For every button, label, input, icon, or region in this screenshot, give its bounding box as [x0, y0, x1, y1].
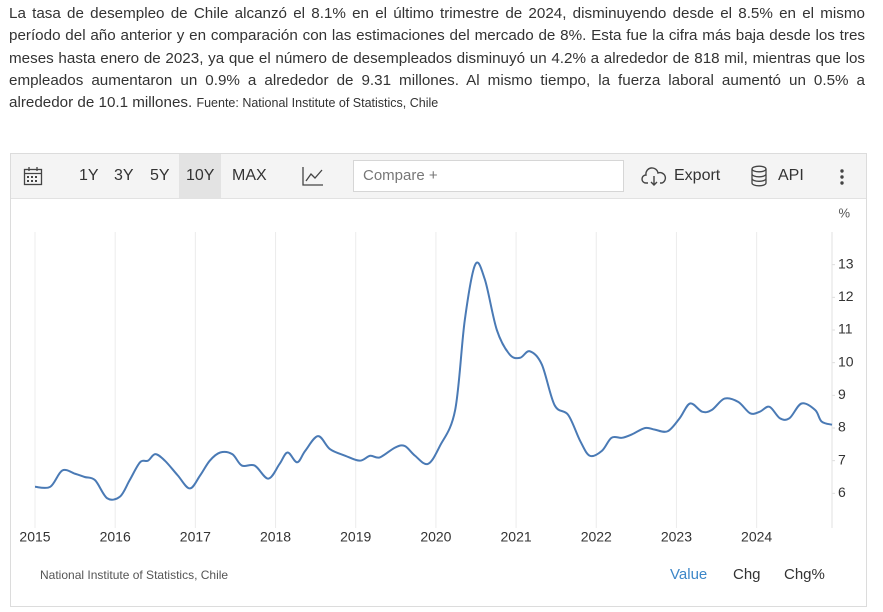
api-icon[interactable]: [750, 165, 768, 187]
tab[interactable]: Chg%: [784, 566, 825, 583]
description: La tasa de desempleo de Chile alcanzó el…: [9, 3, 865, 114]
range-button[interactable]: 5Y: [150, 167, 170, 184]
tab[interactable]: Chg: [733, 566, 761, 583]
x-tick-label: 2021: [501, 529, 532, 545]
description-text: La tasa de desempleo de Chile alcanzó el…: [9, 5, 865, 112]
x-tick-label: 2018: [260, 529, 291, 545]
export-icon[interactable]: [641, 167, 667, 187]
api-button[interactable]: API: [778, 167, 804, 184]
y-tick-label: 11: [838, 321, 853, 337]
x-tick-label: 2022: [581, 529, 612, 545]
x-tick-label: 2019: [340, 529, 371, 545]
y-tick-label: 12: [838, 288, 854, 304]
range-button[interactable]: MAX: [232, 167, 267, 184]
range-button[interactable]: 1Y: [79, 167, 99, 184]
chart-panel: 1Y 3Y 5Y 10Y MAX Compare + Export API: [10, 153, 867, 607]
compare-input[interactable]: Compare +: [353, 160, 624, 192]
range-button[interactable]: 10Y: [179, 154, 222, 198]
footer-source: National Institute of Statistics, Chile: [40, 568, 229, 582]
y-tick-label: 9: [838, 386, 846, 402]
more-icon[interactable]: [839, 168, 845, 186]
unit-label: %: [838, 205, 850, 220]
description-source: Fuente: National Institute of Statistics…: [196, 96, 439, 111]
export-button[interactable]: Export: [674, 167, 721, 184]
y-tick-label: 6: [838, 484, 846, 500]
tab[interactable]: Value: [670, 566, 708, 583]
x-tick-label: 2020: [420, 529, 451, 545]
range-button[interactable]: 3Y: [114, 167, 134, 184]
y-tick-label: 13: [838, 255, 854, 271]
chart-type-icon[interactable]: [302, 166, 324, 186]
x-tick-label: 2015: [19, 529, 50, 545]
x-tick-label: 2023: [661, 529, 692, 545]
data-line: [34, 261, 833, 501]
y-tick-label: 7: [838, 451, 846, 467]
x-tick-label: 2024: [741, 529, 772, 545]
y-tick-label: 10: [838, 353, 854, 369]
calendar-icon[interactable]: [23, 166, 43, 186]
x-tick-label: 2016: [100, 529, 131, 545]
y-tick-label: 8: [838, 419, 846, 435]
toolbar: 1Y 3Y 5Y 10Y MAX Compare + Export API: [11, 154, 866, 199]
x-tick-label: 2017: [180, 529, 211, 545]
